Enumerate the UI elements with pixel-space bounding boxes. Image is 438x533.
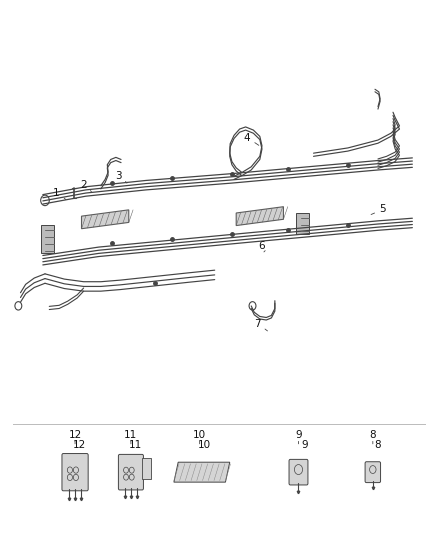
Bar (41, 224, 53, 253)
Text: 9: 9 (295, 431, 302, 440)
Polygon shape (174, 462, 230, 482)
Polygon shape (236, 207, 283, 225)
Bar (141, 458, 151, 479)
Text: 12: 12 (73, 440, 86, 450)
Text: 11: 11 (124, 431, 138, 440)
FancyBboxPatch shape (289, 459, 308, 485)
Text: 3: 3 (115, 171, 121, 181)
Text: 8: 8 (374, 440, 381, 450)
Text: 12: 12 (68, 431, 81, 440)
Text: 5: 5 (379, 204, 385, 214)
Bar (297, 213, 309, 234)
FancyBboxPatch shape (62, 454, 88, 491)
Text: 9: 9 (302, 440, 308, 450)
Text: 11: 11 (129, 440, 142, 450)
Text: 6: 6 (259, 240, 265, 251)
Text: 1: 1 (53, 188, 59, 198)
Text: 10: 10 (198, 440, 211, 450)
Polygon shape (81, 210, 129, 229)
Text: 4: 4 (244, 133, 250, 143)
FancyBboxPatch shape (365, 462, 381, 482)
Text: 10: 10 (193, 431, 206, 440)
Text: 7: 7 (254, 319, 261, 329)
Text: 2: 2 (80, 180, 87, 190)
Text: 8: 8 (370, 431, 376, 440)
FancyBboxPatch shape (118, 455, 143, 490)
